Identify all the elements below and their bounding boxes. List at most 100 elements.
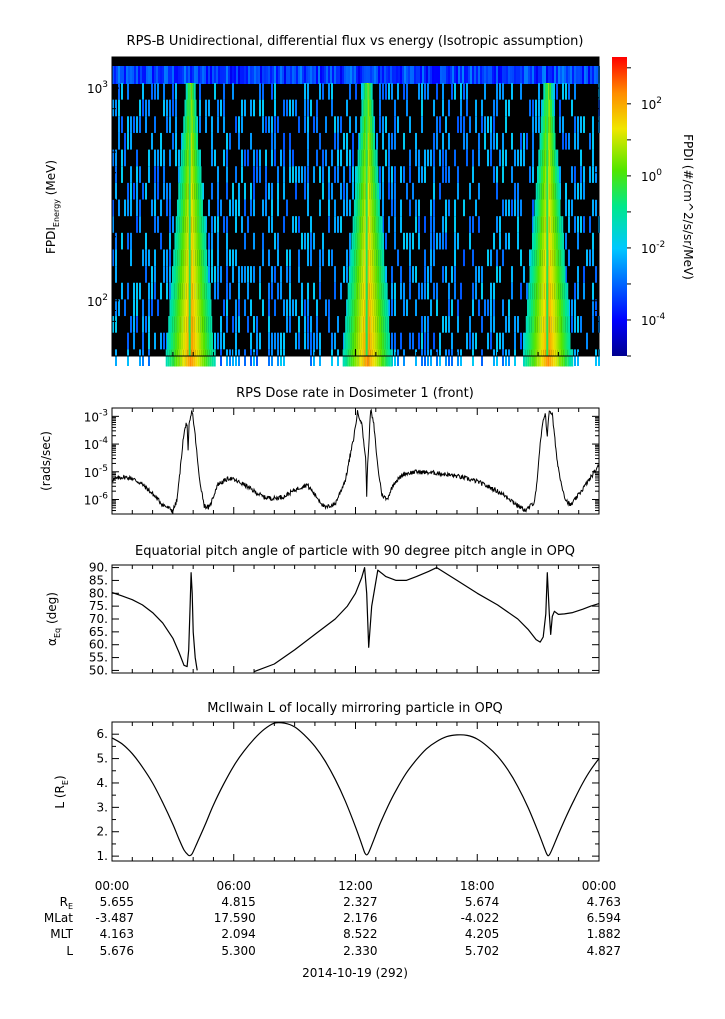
heatmap-cell xyxy=(403,299,405,317)
heatmap-peak-cell xyxy=(189,266,192,284)
heatmap-cell xyxy=(511,166,513,183)
heatmap-peak-cell xyxy=(179,249,182,267)
heatmap-cell xyxy=(580,182,582,200)
heatmap-cell xyxy=(307,116,309,133)
heatmap-peak-cell xyxy=(557,299,560,317)
heatmap-cell xyxy=(223,116,225,133)
heatmap-peak-cell xyxy=(176,332,179,350)
heatmap-peak-cell xyxy=(376,249,379,267)
heatmap-cell xyxy=(232,66,234,84)
heatmap-cell xyxy=(304,182,306,200)
heatmap-cell xyxy=(595,166,597,183)
heatmap-cell xyxy=(433,149,435,167)
heatmap-peak-cell xyxy=(370,166,373,184)
heatmap-peak-cell xyxy=(382,349,385,367)
heatmap-cell xyxy=(592,199,594,217)
heatmap-peak-cell xyxy=(202,332,205,350)
heatmap-cell xyxy=(482,66,484,84)
heatmap-peak-cell xyxy=(180,199,183,217)
heatmap-cell xyxy=(127,232,129,250)
heatmap-cell xyxy=(484,299,486,317)
heatmap-cell xyxy=(154,116,156,133)
heatmap-peak-cell xyxy=(548,116,551,134)
heatmap-cell xyxy=(352,166,354,183)
heatmap-peak-cell xyxy=(359,282,362,300)
heatmap-cell xyxy=(274,299,276,317)
heatmap-cell xyxy=(139,166,141,183)
heatmap-peak-cell xyxy=(538,282,541,300)
heatmap-peak-cell xyxy=(553,166,556,184)
heatmap-peak-cell xyxy=(172,332,175,350)
heatmap-cell xyxy=(276,66,278,84)
heatmap-cell xyxy=(130,232,132,250)
heatmap-cell xyxy=(504,66,506,84)
heatmap-cell xyxy=(298,249,300,267)
row-label-re: RE xyxy=(60,895,73,911)
heatmap-cell xyxy=(262,116,264,133)
heatmap-peak-cell xyxy=(535,299,538,317)
heatmap-cell xyxy=(115,99,117,117)
svg-text:FPDIEnergy (MeV): FPDIEnergy (MeV) xyxy=(44,160,61,254)
heatmap-cell xyxy=(300,66,302,84)
heatmap-peak-cell xyxy=(203,266,206,284)
heatmap-peak-cell xyxy=(196,332,199,350)
heatmap-cell xyxy=(334,332,336,350)
heatmap-cell xyxy=(582,66,584,84)
heatmap-peak-cell xyxy=(373,182,376,201)
heatmap-cell xyxy=(548,66,550,84)
heatmap-cell xyxy=(238,299,240,317)
heatmap-peak-cell xyxy=(182,316,185,334)
heatmap-cell xyxy=(133,316,135,333)
heatmap-peak-cell xyxy=(373,282,376,300)
heatmap-cell xyxy=(160,149,162,167)
heatmap-cell xyxy=(439,232,441,250)
heatmap-cell xyxy=(440,66,442,84)
heatmap-cell xyxy=(376,132,378,150)
heatmap-cell xyxy=(121,282,123,300)
heatmap-cell xyxy=(304,83,306,100)
heatmap-peak-cell xyxy=(175,216,178,234)
heatmap-cell xyxy=(382,132,384,150)
heatmap-cell xyxy=(199,99,201,117)
heatmap-peak-cell xyxy=(386,349,389,367)
heatmap-cell xyxy=(574,182,576,200)
heatmap-peak-cell xyxy=(557,316,560,334)
heatmap-cell xyxy=(286,299,288,317)
heatmap-cell xyxy=(298,332,300,350)
heatmap-cell xyxy=(403,132,405,150)
panel3-ytick-label-8: 50. xyxy=(89,663,108,677)
heatmap-cell xyxy=(380,66,382,84)
heatmap-cell xyxy=(307,83,309,100)
heatmap-peak-cell xyxy=(180,316,183,334)
heatmap-cell xyxy=(247,266,249,283)
heatmap-peak-cell xyxy=(190,99,193,117)
heatmap-cell xyxy=(433,99,435,117)
heatmap-cell xyxy=(583,216,585,233)
heatmap-cell xyxy=(496,166,498,183)
heatmap-cell xyxy=(577,232,579,250)
heatmap-peak-cell xyxy=(190,199,193,217)
heatmap-peak-cell xyxy=(541,299,544,317)
heatmap-cell xyxy=(532,116,534,133)
heatmap-cell xyxy=(115,349,117,366)
heatmap-cell xyxy=(421,99,423,117)
heatmap-cell xyxy=(162,66,164,84)
heatmap-cell xyxy=(559,99,561,117)
heatmap-cell xyxy=(388,149,390,167)
heatmap-cell xyxy=(154,182,156,200)
heatmap-cell xyxy=(238,282,240,300)
heatmap-cell xyxy=(217,116,219,133)
heatmap-cell xyxy=(493,116,495,133)
heatmap-cell xyxy=(139,199,141,217)
heatmap-cell xyxy=(235,166,237,183)
heatmap-cell xyxy=(439,116,441,133)
heatmap-cell xyxy=(156,66,158,84)
heatmap-cell xyxy=(223,332,225,350)
heatmap-cell xyxy=(379,99,381,117)
heatmap-cell xyxy=(288,66,290,84)
heatmap-cell xyxy=(344,66,346,84)
heatmap-peak-cell xyxy=(372,349,375,367)
panel3-title: Equatorial pitch angle of particle with … xyxy=(135,544,575,559)
heatmap-peak-cell xyxy=(200,282,203,300)
heatmap-cell xyxy=(148,299,150,317)
